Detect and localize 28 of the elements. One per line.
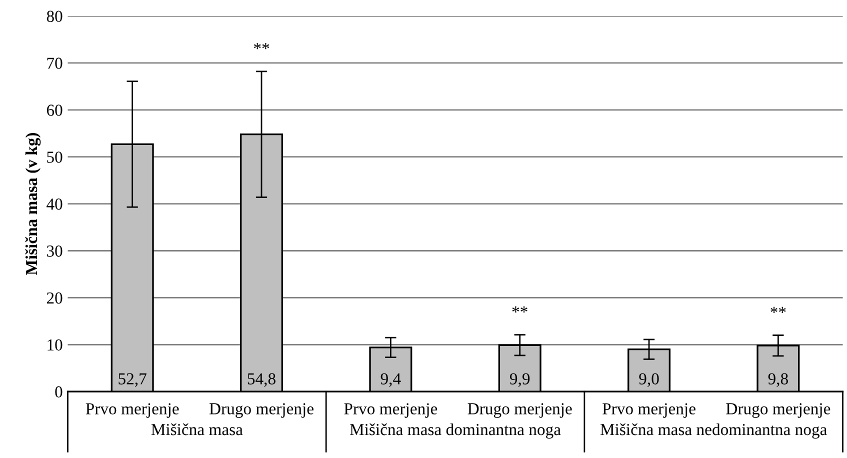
x-tick-label: Drugo merjenje: [209, 403, 314, 418]
y-axis-title: Mišična masa (v kg): [25, 133, 41, 276]
annotation: **: [512, 306, 528, 313]
y-tick-label: 30: [47, 245, 62, 257]
x-tick-label: Prvo merjenje: [86, 403, 179, 418]
text: Mišična masa: [151, 423, 243, 436]
text: Mišična masa nedominantna noga: [600, 423, 827, 439]
data-label: 9,4: [380, 373, 401, 387]
y-tick-label: 50: [47, 152, 62, 163]
y-tick-label: 60: [46, 104, 62, 116]
y-tick-label: 10: [48, 339, 62, 351]
x-tick-label: Prvo merjenje: [602, 403, 696, 418]
data-label: 54,8: [248, 373, 276, 387]
y-tick-label: 40: [46, 198, 62, 210]
text: Mišična masa dominantna noga: [350, 423, 561, 439]
data-label: 9,9: [510, 373, 530, 387]
y-tick-label: 20: [46, 292, 62, 304]
y-tick-label: 70: [47, 58, 62, 69]
annotation: **: [770, 306, 786, 314]
y-tick-label: 80: [46, 10, 62, 22]
y-tick-label: 0: [55, 386, 62, 398]
data-label: 9,8: [768, 373, 788, 387]
annotation: **: [254, 43, 270, 50]
x-tick-label: Drugo merjenje: [726, 403, 830, 418]
data-label: 52,7: [118, 373, 146, 387]
data-label: 9,0: [639, 373, 659, 387]
x-tick-label: Prvo merjenje: [344, 403, 438, 418]
x-tick-label: Drugo merjenje: [468, 403, 572, 418]
